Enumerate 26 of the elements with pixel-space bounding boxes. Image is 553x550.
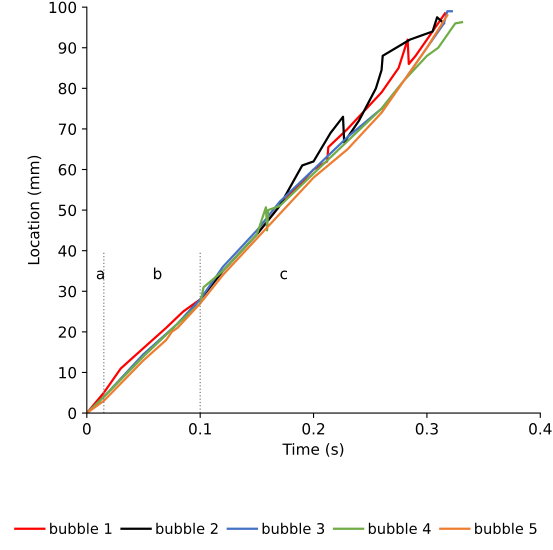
x-tick-label: 0 (82, 423, 91, 435)
legend-label: bubble 5 (475, 522, 536, 534)
annotation: b (154, 267, 162, 280)
y-tick-label: 0 (68, 408, 76, 420)
annotation: a (96, 270, 104, 280)
y-tick-label: 50 (58, 204, 76, 216)
y-tick-label: 70 (58, 123, 76, 135)
y-axis-title: Location (mm) (28, 156, 42, 264)
y-tick-label: 30 (58, 286, 76, 298)
y-tick-label: 10 (59, 366, 76, 378)
x-tick-label: 0.3 (416, 423, 438, 435)
x-tick-label: 0.1 (189, 423, 211, 435)
y-tick-label: 20 (58, 326, 76, 338)
y-tick-label: 60 (58, 164, 76, 176)
annotation: c (280, 270, 287, 280)
x-tick-label: 0.4 (529, 423, 552, 435)
y-tick-label: 100 (50, 2, 76, 14)
x-tick-label: 0.2 (302, 423, 324, 435)
legend-label: bubble 4 (368, 522, 431, 534)
legend-label: bubble 3 (262, 522, 324, 534)
legend-label: bubble 2 (156, 522, 218, 534)
y-tick-label: 40 (58, 245, 76, 257)
y-tick-label: 90 (58, 42, 76, 54)
x-axis-title: Time (s) (282, 443, 344, 457)
y-tick-label: 80 (58, 82, 76, 94)
legend-label: bubble 1 (50, 522, 112, 534)
